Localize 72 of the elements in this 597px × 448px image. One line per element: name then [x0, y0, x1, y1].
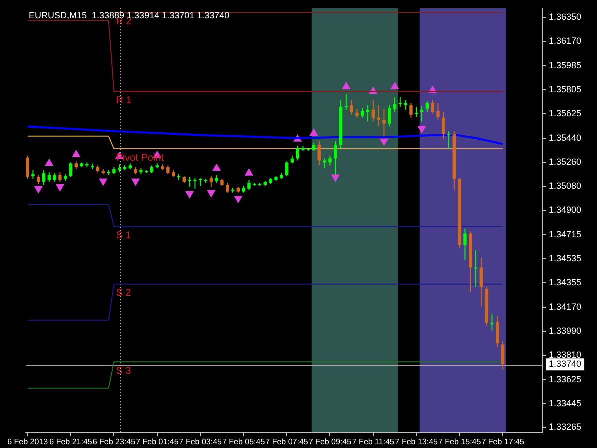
x-tick-label: 7 Feb 13:45: [395, 437, 439, 446]
candlestick: [344, 94, 348, 111]
y-tick-label: 1.34715: [549, 230, 582, 240]
candlestick: [496, 316, 500, 348]
x-tick-label: 6 Feb 23:45: [92, 437, 136, 446]
x-tick-label: 7 Feb 07:45: [266, 437, 309, 446]
candlestick: [350, 100, 354, 116]
series-label: S 3: [116, 366, 132, 377]
x-tick-label: 7 Feb 03:45: [179, 437, 223, 446]
y-tick-label: 1.35985: [549, 60, 582, 71]
y-tick-label: 1.35625: [549, 108, 582, 119]
candlestick: [328, 155, 332, 166]
candlestick: [318, 140, 322, 166]
y-tick-label: 1.33625: [549, 374, 582, 384]
y-tick-label: 1.33990: [549, 326, 582, 336]
series-label: S 1: [116, 230, 132, 242]
y-tick-label: 1.35260: [549, 157, 582, 168]
x-tick-label: 7 Feb 11:45: [352, 437, 396, 446]
candlestick: [420, 106, 424, 122]
candlestick: [361, 108, 364, 118]
candlestick: [334, 140, 338, 176]
y-tick-label: 1.34355: [549, 277, 582, 288]
candlestick: [501, 340, 505, 370]
candlestick: [464, 228, 467, 261]
candlestick: [194, 178, 197, 190]
candlestick: [188, 176, 192, 188]
ref-line-label: 1.33740: [549, 359, 582, 370]
candlestick: [382, 108, 386, 137]
series-label: S 2: [116, 288, 132, 300]
candlestick: [58, 172, 62, 183]
y-tick-label: 1.33265: [549, 422, 582, 432]
candlestick: [410, 102, 413, 118]
y-tick-label: 1.36170: [549, 36, 582, 46]
candlestick: [480, 258, 484, 308]
y-tick-label: 1.34170: [549, 302, 582, 312]
y-tick-label: 1.33445: [549, 398, 582, 408]
candlestick: [285, 161, 289, 177]
series-label: Pivot Point: [116, 152, 164, 164]
y-tick-label: 1.36350: [549, 12, 582, 22]
x-tick-label: 7 Feb 09:45: [308, 437, 352, 446]
candlestick: [398, 96, 402, 108]
candlestick: [372, 100, 376, 122]
y-tick-label: 1.34535: [549, 253, 582, 264]
candlestick: [415, 106, 418, 118]
candlestick: [323, 158, 326, 170]
candlestick: [296, 146, 300, 162]
candlestick: [248, 180, 251, 190]
y-tick-label: 1.33810: [549, 350, 582, 360]
candlestick: [226, 182, 230, 194]
x-tick-label: 7 Feb 01:45: [136, 437, 180, 446]
candlestick: [393, 96, 397, 113]
candlestick: [431, 100, 434, 115]
candlestick: [436, 102, 440, 120]
candlestick: [442, 112, 446, 140]
y-tick-label: 1.35080: [549, 180, 582, 191]
x-tick-label: 6 Feb 2013: [8, 437, 49, 446]
y-tick-label: 1.35440: [549, 133, 582, 144]
y-tick-label: 1.35805: [549, 84, 582, 95]
series-label: R 1: [116, 95, 132, 106]
candlestick: [366, 104, 370, 122]
candlestick: [377, 104, 380, 128]
candlestick: [69, 162, 73, 178]
candlestick: [490, 314, 494, 332]
x-tick-label: 7 Feb 17:45: [482, 437, 525, 446]
x-tick-label: 7 Feb 15:45: [438, 437, 482, 446]
candlestick: [474, 250, 478, 288]
x-tick-label: 6 Feb 21:45: [50, 437, 93, 446]
candlestick: [404, 100, 408, 111]
x-tick-label: 7 Feb 05:45: [222, 437, 266, 446]
candlestick: [388, 104, 392, 128]
y-tick-label: 1.34900: [549, 204, 582, 215]
candlestick: [26, 155, 30, 180]
